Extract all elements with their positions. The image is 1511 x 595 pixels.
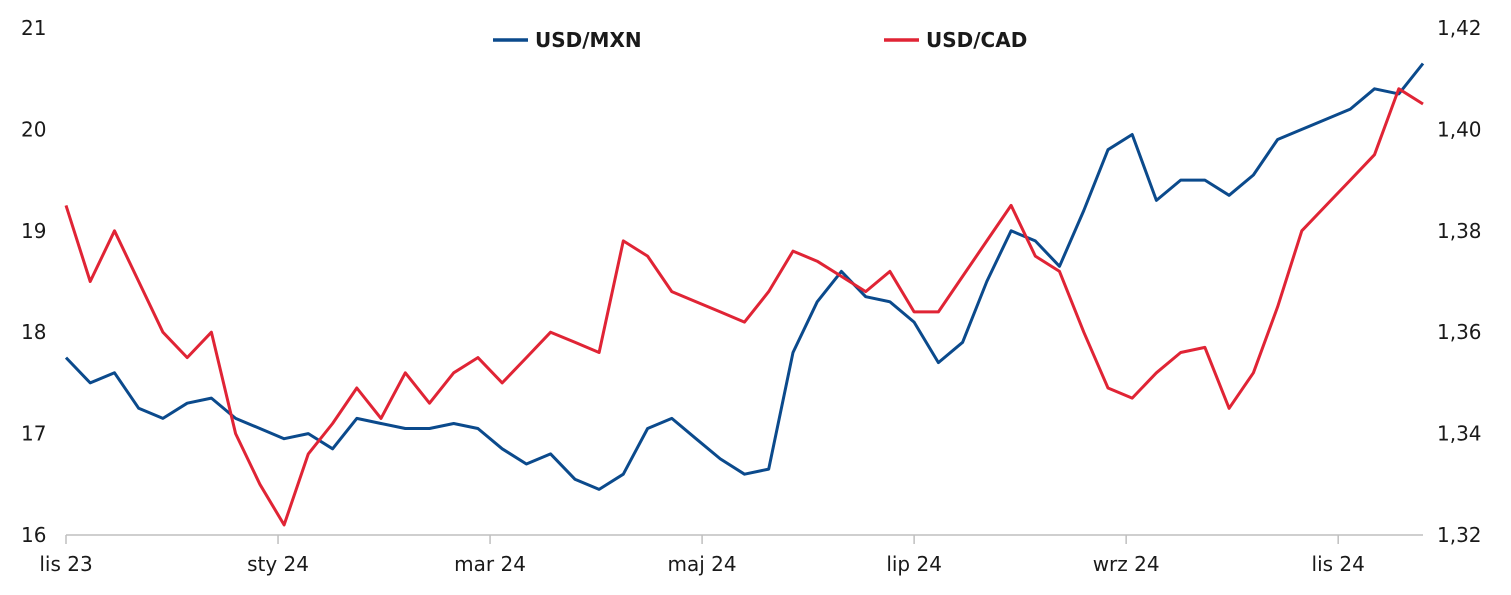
y-left-tick-label: 20: [21, 117, 46, 141]
y-left-tick-label: 18: [21, 320, 46, 344]
y-left-tick-label: 17: [21, 422, 46, 446]
legend-label-usd-mxn: USD/MXN: [535, 28, 642, 52]
y-axis-left: 16 17 18 19 20 21: [21, 16, 46, 547]
y-left-tick-label: 19: [21, 219, 46, 243]
x-tick-label: lip 24: [886, 552, 942, 576]
x-tick-label: lis 23: [39, 552, 92, 576]
x-tick-label: lis 24: [1312, 552, 1365, 576]
y-left-tick-label: 16: [21, 523, 46, 547]
y-axis-right: 1,32 1,34 1,36 1,38 1,40 1,42: [1437, 16, 1482, 547]
x-axis: lis 23 sty 24 mar 24 maj 24 lip 24 wrz 24 lis …: [39, 535, 1365, 576]
x-tick-label: wrz 24: [1093, 552, 1160, 576]
y-right-tick-label: 1,42: [1437, 16, 1482, 40]
x-tick-label: maj 24: [668, 552, 737, 576]
y-right-tick-label: 1,34: [1437, 422, 1482, 446]
legend: USD/MXN USD/CAD: [493, 28, 1027, 52]
x-tick-label: sty 24: [247, 552, 309, 576]
x-tick-label: mar 24: [454, 552, 526, 576]
y-left-tick-label: 21: [21, 16, 46, 40]
y-right-tick-label: 1,40: [1437, 117, 1482, 141]
y-right-tick-label: 1,36: [1437, 320, 1482, 344]
y-right-tick-label: 1,38: [1437, 219, 1482, 243]
series-line-usd-mxn: [64, 62, 1425, 491]
series-line-usd-cad: [64, 87, 1424, 527]
y-right-tick-label: 1,32: [1437, 523, 1482, 547]
legend-label-usd-cad: USD/CAD: [926, 28, 1027, 52]
